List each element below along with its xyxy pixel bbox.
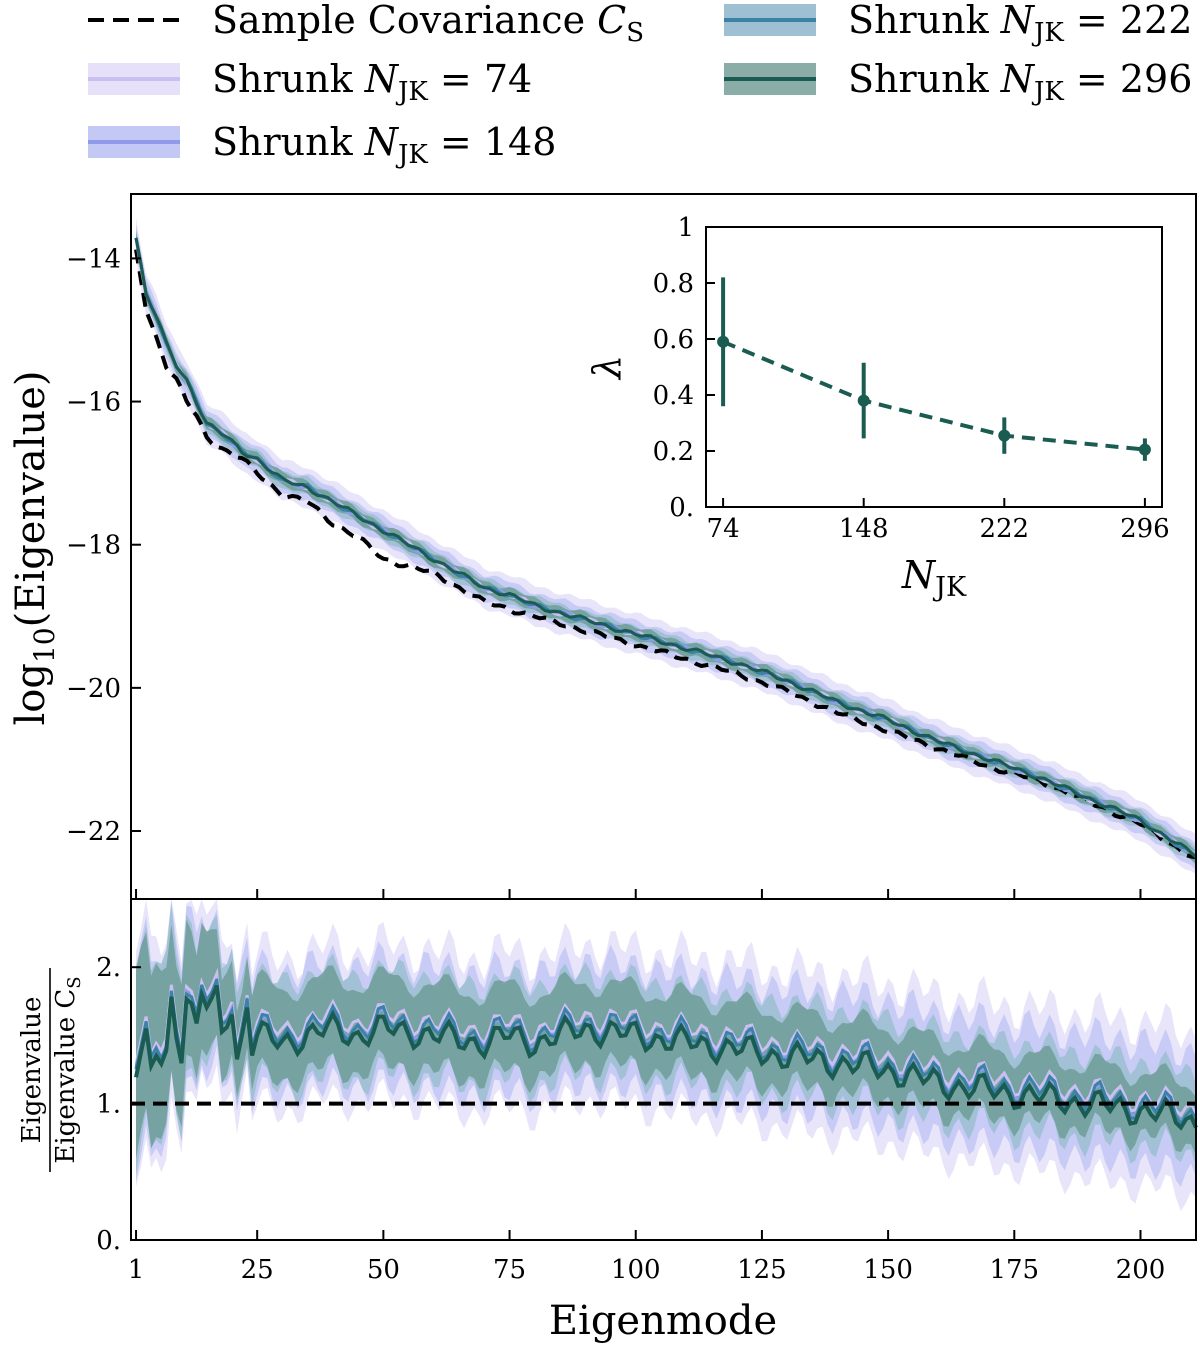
inset-marks: [717, 277, 1151, 461]
inset-x-tick-label: 222: [979, 514, 1029, 544]
ratio-y-tick-label: 1.: [96, 1090, 121, 1120]
ratio-y-numerator: Eigenvalue: [17, 997, 47, 1144]
inset-background: [706, 227, 1162, 507]
inset-point: [857, 394, 870, 407]
ratio-line-shrunk-n-jk-296: [134, 984, 1198, 1131]
inset-lambda-line: [722, 339, 1146, 452]
main-y-tick-label: −14: [66, 244, 121, 274]
ratio-x-tick-label: 175: [989, 1255, 1039, 1285]
ratio-bands: [136, 899, 1196, 1211]
inset-y-tick-label: 0.: [669, 493, 694, 523]
ratio-x-tick-label: 75: [493, 1255, 526, 1285]
legend-label-296: Shrunk NJK = 296: [848, 57, 1192, 107]
ratio-x-tick-label: 50: [367, 1255, 400, 1285]
inset-frame: [705, 226, 1163, 508]
inset-point: [998, 429, 1011, 442]
ratio-x-tick-label: 150: [863, 1255, 913, 1285]
main-y-tick-label: −18: [66, 531, 121, 561]
ratio-x-tick-label: 200: [1116, 1255, 1166, 1285]
ratio-y-tick-label: 2.: [96, 953, 121, 983]
inset-panel: 0. 0.2 0.4 0.6 0.8 1 74 148 222 296 λ NJK: [585, 213, 1170, 603]
inset-point: [1138, 443, 1151, 456]
inset-y-tick-label: 0.8: [653, 269, 694, 299]
main-y-tick-label: −22: [66, 817, 121, 847]
ratio-y-ticks: 0. 1. 2.: [96, 953, 141, 1256]
inset-y-ticks: 0. 0.2 0.4 0.6 0.8 1: [653, 213, 715, 523]
main-y-tick-label: −16: [66, 388, 121, 418]
main-y-tick-label: −20: [66, 674, 121, 704]
main-y-ticks: −14 −16 −18 −20 −22: [66, 244, 141, 847]
inset-y-tick-label: 0.2: [653, 437, 694, 467]
legend-label-222: Shrunk NJK = 222: [848, 0, 1192, 48]
inset-x-tick-label: 148: [839, 514, 889, 544]
main-lines: [134, 237, 1198, 860]
ratio-y-denominator: Eigenvalue CS: [51, 976, 85, 1163]
inset-point: [717, 335, 730, 348]
ratio-x-tick-label: 25: [241, 1255, 274, 1285]
ratio-panel: 0.1.2. 1 25 50 75 100 125 150 175 200 Eigenvalue…: [17, 898, 1198, 1344]
main-panel: −14 −16 −18 −20 −22 log10(Eigenvalue): [8, 193, 1198, 900]
ratio-x-tick-label: 100: [611, 1255, 661, 1285]
ratio-x-tick-label: 1: [128, 1255, 145, 1285]
legend-label-148: Shrunk NJK = 148: [212, 120, 556, 170]
legend-entry-148: Shrunk NJK = 148: [88, 120, 556, 170]
ratio-lines: [131, 967, 1198, 1131]
ratio-x-ticks: 1 25 50 75 100 125 150 175 200: [128, 1230, 1166, 1285]
legend-label-sample: Sample Covariance CS: [212, 0, 644, 48]
ratio-y-tick-label: 0.: [96, 1226, 121, 1256]
inset-y-tick-label: 0.4: [653, 381, 694, 411]
inset-y-tick-label: 1: [677, 213, 694, 243]
ratio-y-axis-title: Eigenvalue Eigenvalue CS: [17, 968, 85, 1172]
main-x-ticks: [135, 889, 1142, 899]
inset-y-tick-label: 0.6: [653, 325, 694, 355]
inset-x-tick-label: 296: [1120, 514, 1170, 544]
legend-entry-74: Shrunk NJK = 74: [88, 57, 532, 107]
ratio-x-axis-title: Eigenmode: [549, 1298, 777, 1344]
ratio-plot-frame: [130, 898, 1197, 1241]
inset-x-axis-title: NJK: [901, 553, 967, 603]
legend-entry-296: Shrunk NJK = 296: [724, 57, 1192, 107]
main-line-shrunk-n-jk-296: [134, 237, 1198, 859]
inset-x-tick-label: 74: [707, 514, 740, 544]
legend-entry-sample: Sample Covariance CS: [88, 0, 644, 48]
main-y-axis-title: log10(Eigenvalue): [8, 370, 61, 725]
legend: Sample Covariance CS Shrunk NJK = 74 Shr…: [88, 0, 1192, 170]
legend-entry-222: Shrunk NJK = 222: [724, 0, 1192, 48]
ratio-x-tick-label: 125: [737, 1255, 787, 1285]
legend-label-74: Shrunk NJK = 74: [212, 57, 532, 107]
inset-x-ticks: 74 148 222 296: [707, 498, 1170, 544]
inset-y-axis-title: λ: [585, 355, 629, 381]
main-line-sample-covariance-c-s: [134, 249, 1197, 860]
